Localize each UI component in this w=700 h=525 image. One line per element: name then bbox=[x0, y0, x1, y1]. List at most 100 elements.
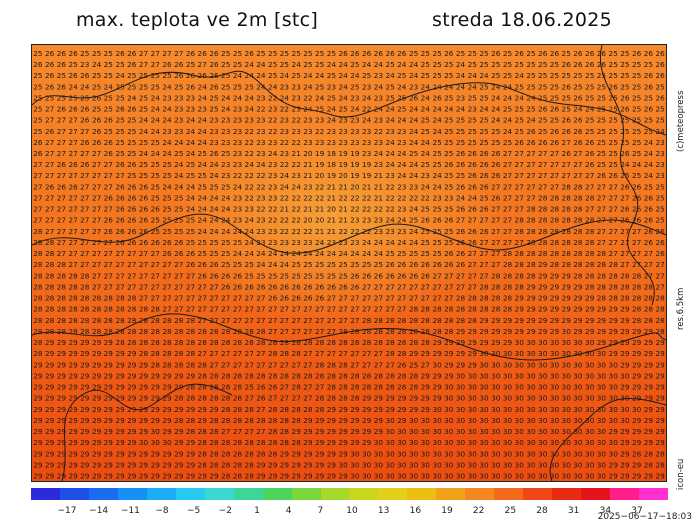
temp-value: 27 bbox=[68, 249, 78, 258]
temp-value: 23 bbox=[256, 138, 266, 147]
temp-value: 29 bbox=[127, 360, 137, 369]
temp-value: 29 bbox=[45, 416, 55, 425]
temp-value: 26 bbox=[350, 271, 360, 280]
temp-value: 30 bbox=[432, 416, 442, 425]
temp-value: 25 bbox=[350, 260, 359, 269]
temp-value: 27 bbox=[350, 294, 360, 303]
temp-value: 24 bbox=[186, 182, 196, 191]
temp-value: 24 bbox=[338, 60, 348, 69]
temp-value: 29 bbox=[303, 416, 313, 425]
temp-value: 24 bbox=[162, 182, 172, 191]
temp-value: 28 bbox=[573, 249, 583, 258]
temp-value: 25 bbox=[162, 205, 171, 214]
temp-value: 29 bbox=[198, 416, 208, 425]
temp-value: 29 bbox=[609, 460, 619, 469]
temp-value: 25 bbox=[562, 49, 571, 58]
temp-value: 30 bbox=[550, 460, 560, 469]
temp-value: 26 bbox=[585, 60, 595, 69]
temp-value: 27 bbox=[397, 294, 407, 303]
temp-value: 28 bbox=[432, 316, 442, 325]
temp-value: 25 bbox=[33, 127, 42, 136]
temp-value: 29 bbox=[162, 394, 172, 403]
temp-value: 28 bbox=[268, 349, 278, 358]
temp-value: 24 bbox=[421, 149, 431, 158]
temp-value: 20 bbox=[303, 216, 313, 225]
temp-value: 30 bbox=[550, 394, 560, 403]
temp-value: 29 bbox=[327, 427, 337, 436]
temp-value: 27 bbox=[80, 260, 90, 269]
temp-value: 24 bbox=[174, 138, 184, 147]
temp-value: 24 bbox=[350, 105, 360, 114]
temp-value: 27 bbox=[233, 294, 243, 303]
temp-value: 29 bbox=[68, 383, 78, 392]
temp-value: 25 bbox=[127, 138, 136, 147]
temp-value: 26 bbox=[655, 93, 665, 102]
temp-value: 27 bbox=[162, 294, 172, 303]
temp-value: 28 bbox=[655, 449, 665, 458]
temp-value: 29 bbox=[127, 427, 137, 436]
temp-value: 28 bbox=[33, 305, 43, 314]
temp-value: 29 bbox=[174, 383, 184, 392]
temp-value: 23 bbox=[292, 93, 302, 102]
temp-value: 22 bbox=[362, 194, 371, 203]
temp-value: 24 bbox=[209, 205, 219, 214]
temp-value: 25 bbox=[385, 93, 394, 102]
temp-value: 23 bbox=[374, 116, 384, 125]
temp-value: 25 bbox=[468, 138, 477, 147]
temp-value: 29 bbox=[68, 405, 78, 414]
temp-value: 28 bbox=[350, 338, 360, 347]
temp-value: 28 bbox=[374, 327, 384, 336]
temp-value: 23 bbox=[280, 116, 290, 125]
temp-value: 28 bbox=[280, 405, 290, 414]
temp-value: 29 bbox=[644, 405, 654, 414]
temp-value: 19 bbox=[327, 171, 337, 180]
temp-value: 26 bbox=[115, 194, 125, 203]
temp-value: 30 bbox=[491, 383, 501, 392]
temp-value: 28 bbox=[115, 305, 125, 314]
temp-value: 26 bbox=[562, 82, 572, 91]
temp-value: 25 bbox=[33, 71, 42, 80]
temp-value: 28 bbox=[198, 371, 208, 380]
temp-value: 28 bbox=[186, 327, 196, 336]
temp-value: 25 bbox=[127, 71, 136, 80]
temp-value: 24 bbox=[374, 249, 384, 258]
temp-value: 26 bbox=[127, 205, 137, 214]
temp-value: 27 bbox=[80, 227, 90, 236]
temp-value: 24 bbox=[268, 249, 278, 258]
temp-value: 26 bbox=[562, 149, 572, 158]
temp-value: 27 bbox=[456, 283, 466, 292]
temp-value: 26 bbox=[374, 49, 384, 58]
temp-value: 28 bbox=[245, 327, 255, 336]
temp-value: 27 bbox=[198, 60, 208, 69]
temp-value: 25 bbox=[174, 205, 183, 214]
temp-value: 26 bbox=[585, 49, 595, 58]
temp-value: 25 bbox=[609, 160, 618, 169]
temp-value: 28 bbox=[385, 316, 395, 325]
temp-value: 29 bbox=[444, 371, 454, 380]
temp-value: 30 bbox=[515, 449, 525, 458]
temp-value: 29 bbox=[620, 316, 630, 325]
temp-value: 23 bbox=[268, 227, 278, 236]
temp-value: 29 bbox=[68, 349, 78, 358]
temp-value: 26 bbox=[468, 171, 478, 180]
temp-value: 24 bbox=[421, 138, 431, 147]
temp-value: 27 bbox=[57, 138, 67, 147]
temp-value: 28 bbox=[491, 294, 501, 303]
temp-value: 24 bbox=[385, 238, 395, 247]
temp-value: 24 bbox=[209, 171, 219, 180]
temp-value: 25 bbox=[268, 49, 277, 58]
temp-value: 28 bbox=[233, 405, 243, 414]
temp-value: 26 bbox=[127, 160, 137, 169]
temp-value: 29 bbox=[550, 271, 560, 280]
temp-value: 21 bbox=[315, 227, 324, 236]
temp-value: 29 bbox=[186, 472, 196, 481]
temp-value: 26 bbox=[491, 149, 501, 158]
temp-value: 29 bbox=[468, 360, 478, 369]
temp-value: 30 bbox=[538, 472, 548, 481]
temp-value: 29 bbox=[327, 438, 337, 447]
temp-value: 29 bbox=[362, 394, 372, 403]
temp-value: 26 bbox=[397, 360, 407, 369]
temp-value: 24 bbox=[280, 71, 290, 80]
temp-value: 27 bbox=[256, 305, 266, 314]
temp-value: 28 bbox=[233, 394, 243, 403]
